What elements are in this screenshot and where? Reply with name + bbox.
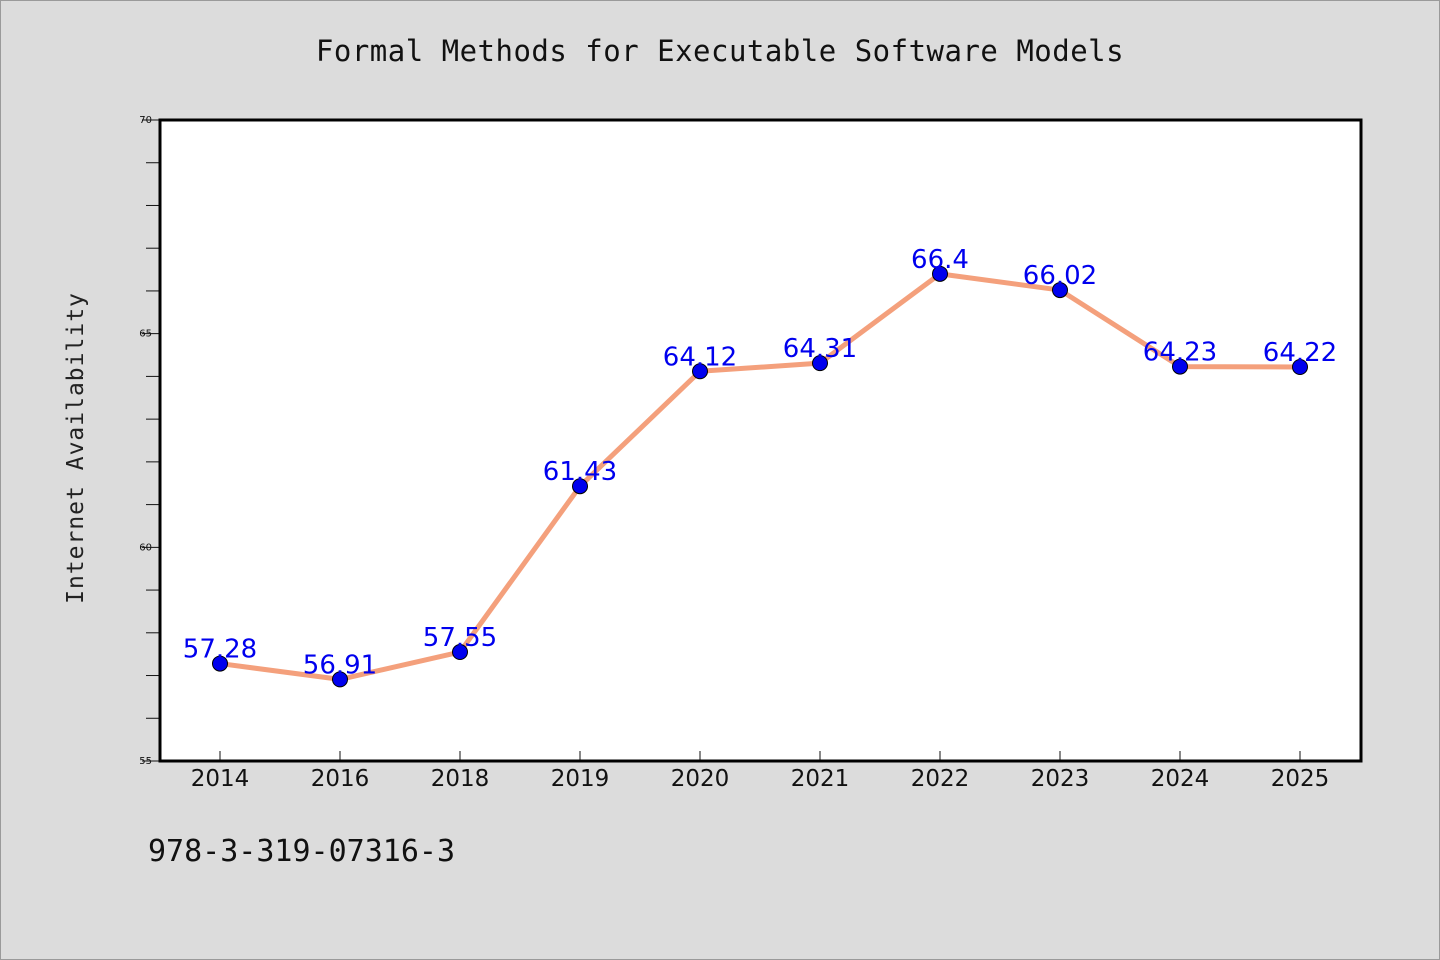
data-label: 57.28: [183, 635, 257, 665]
data-label: 64.12: [663, 342, 737, 372]
x-tick-label: 2018: [431, 766, 490, 792]
data-point: [572, 478, 588, 495]
x-tick-label: 2014: [191, 766, 250, 792]
plot-border: [158, 118, 1363, 763]
x-tick-label: 2019: [551, 766, 610, 792]
data-point: [212, 655, 228, 672]
data-point: [452, 644, 468, 661]
x-tick-label: 2020: [671, 766, 730, 792]
y-tick-label: 65: [139, 329, 152, 340]
data-point: [812, 355, 828, 372]
data-label: 66.4: [911, 245, 969, 275]
series-line: [217, 271, 1303, 682]
y-tick-label: 55: [139, 756, 152, 767]
x-tick-label: 2016: [311, 766, 370, 792]
data-label: 66.02: [1023, 261, 1097, 291]
x-tick-label: 2025: [1271, 766, 1330, 792]
data-point: [692, 363, 708, 380]
x-tick-label: 2021: [791, 766, 850, 792]
data-point: [1292, 358, 1308, 375]
x-tick-label: 2022: [911, 766, 970, 792]
x-tick-label: 2024: [1151, 766, 1210, 792]
data-label: 64.22: [1263, 338, 1337, 368]
data-point: [1052, 282, 1068, 299]
data-point: [932, 265, 948, 282]
plot-area: [160, 120, 1361, 761]
data-label: 56.91: [303, 650, 377, 680]
y-tick-label: 70: [139, 115, 152, 126]
data-point: [1172, 358, 1188, 375]
data-label: 61.43: [543, 457, 617, 487]
data-label: 57.55: [423, 623, 497, 653]
isbn-text: 978-3-319-07316-3: [148, 834, 456, 869]
y-tick-label: 60: [139, 542, 152, 553]
x-tick-label: 2023: [1031, 766, 1090, 792]
data-point: [332, 671, 348, 688]
chart-title: Formal Methods for Executable Software M…: [315, 34, 1125, 68]
data-label: 64.31: [783, 334, 857, 364]
data-label: 64.23: [1143, 338, 1217, 368]
